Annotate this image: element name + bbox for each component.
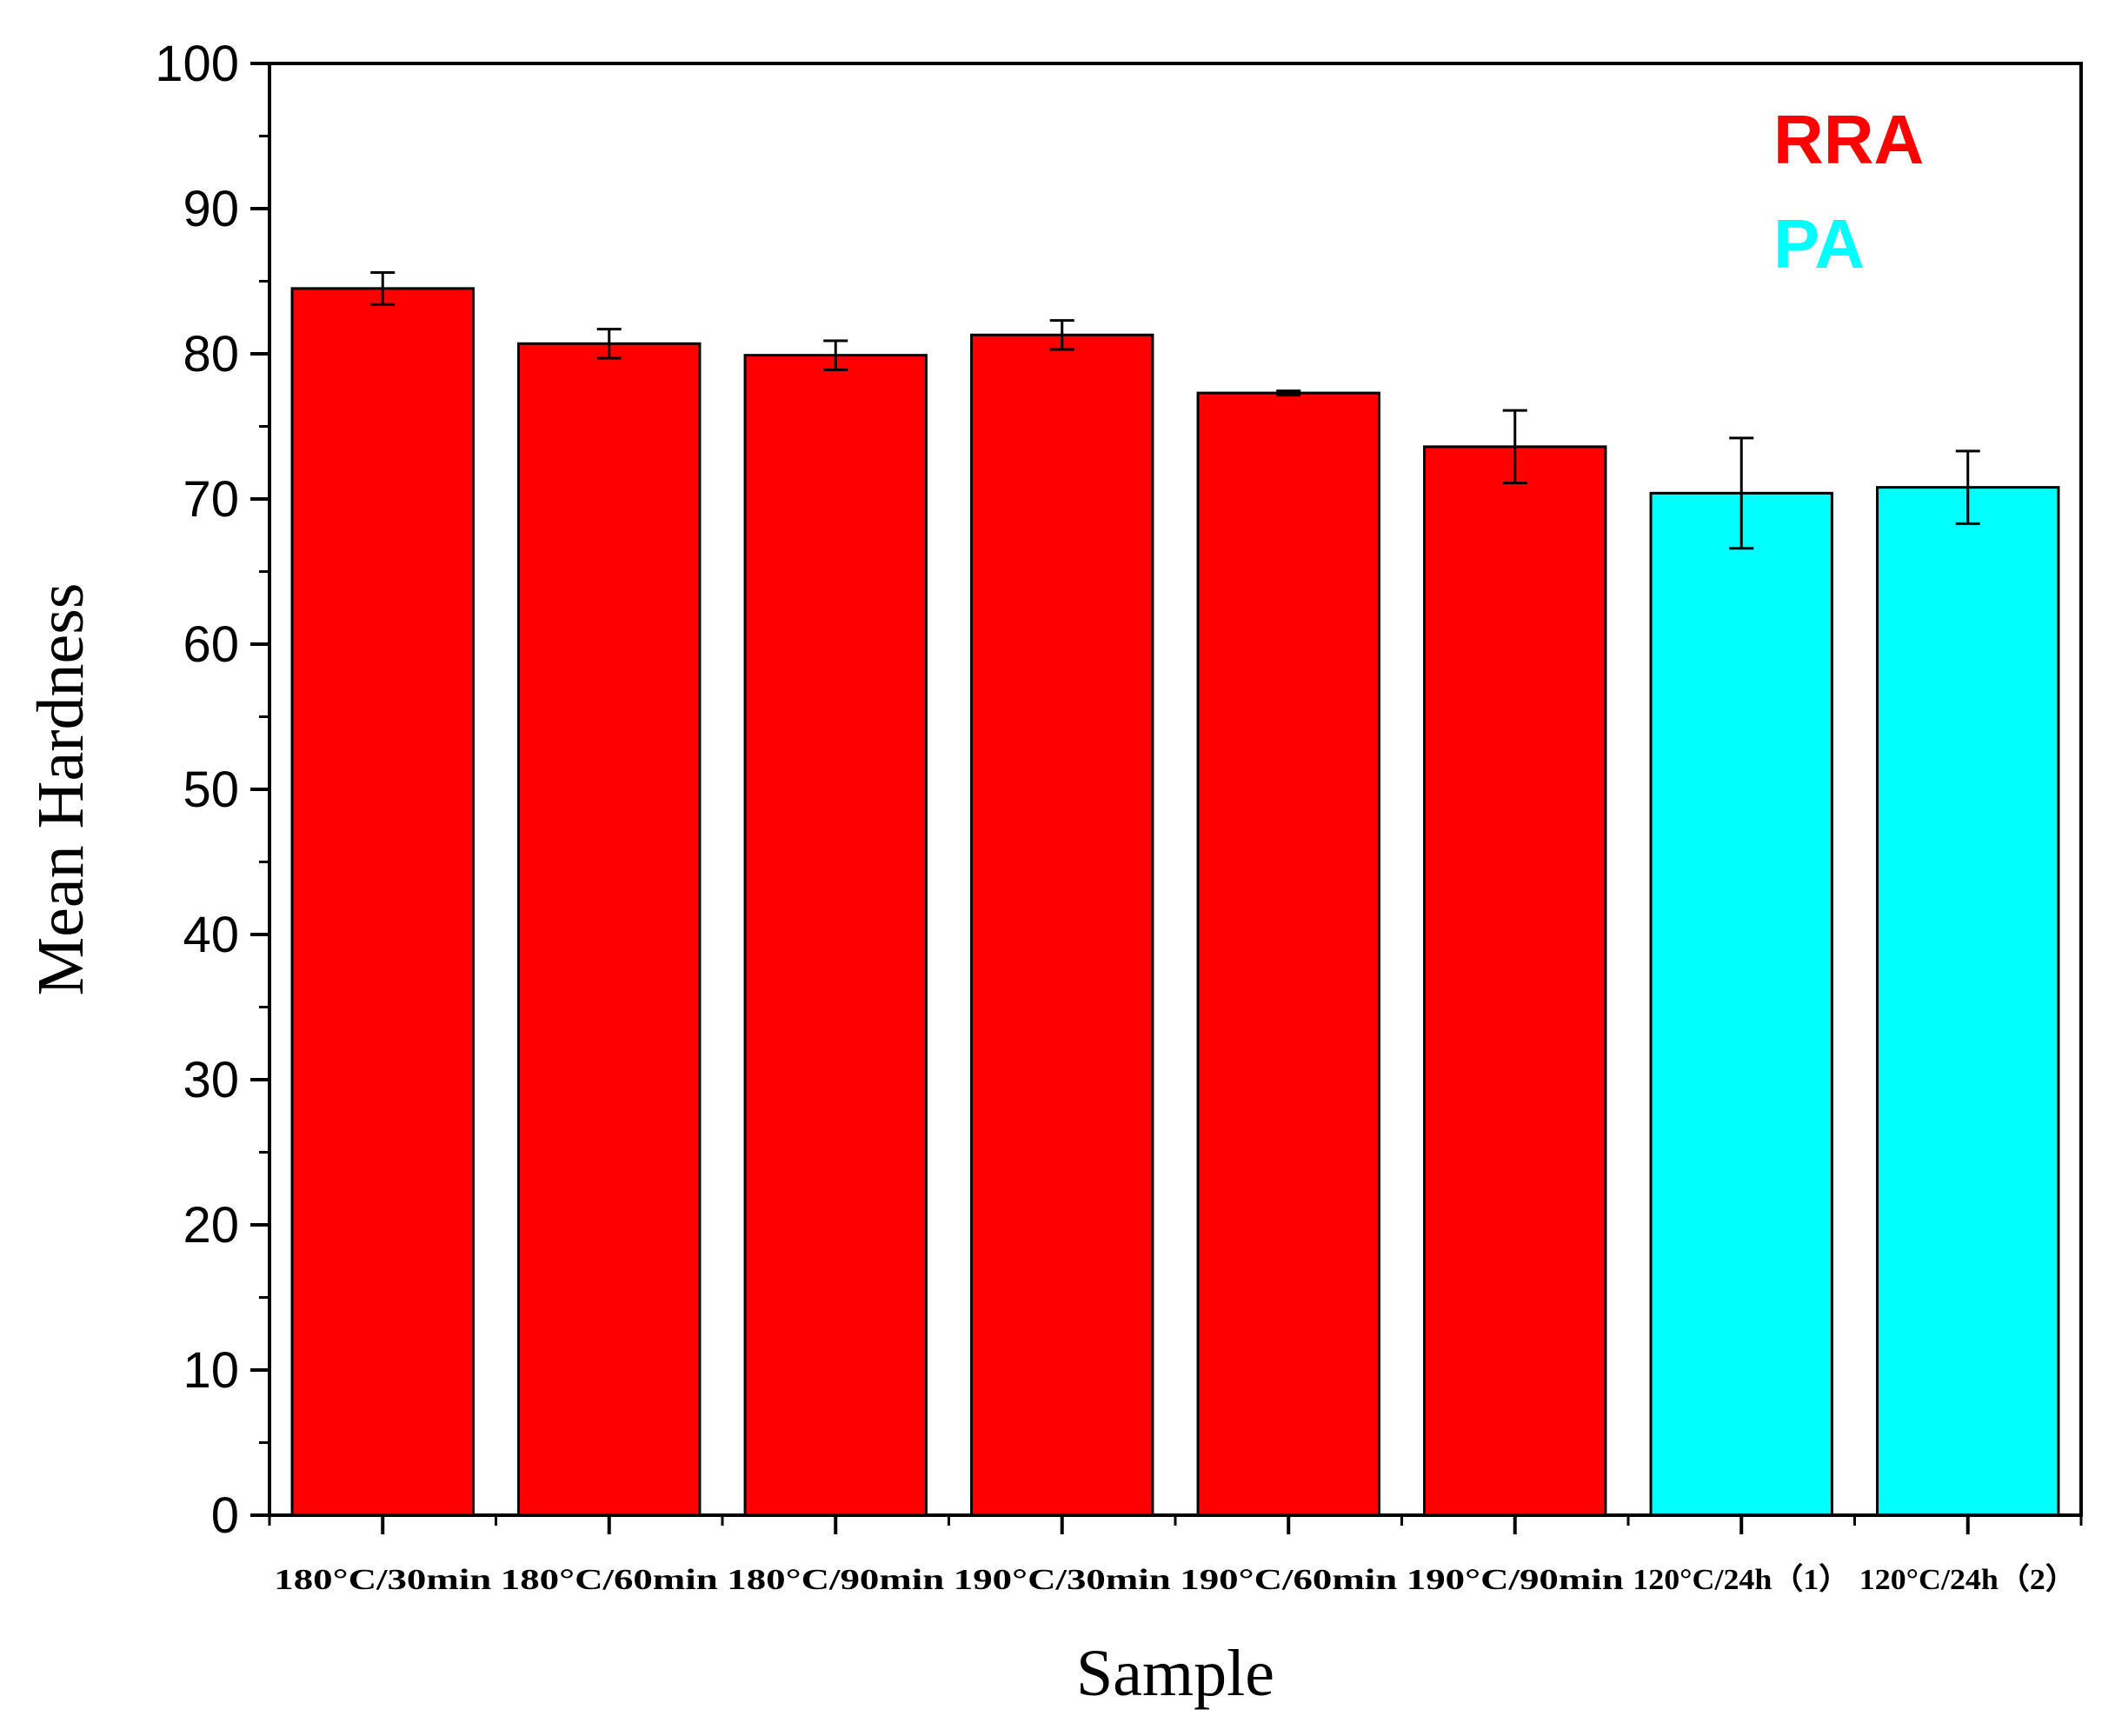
y-tick-label-60: 60 (183, 616, 239, 673)
x-tick-label-8: 120°C/24h（2） (1859, 1562, 2077, 1596)
x-tick-label-7: 120°C/24h（1） (1633, 1562, 1850, 1596)
legend-label-rra: RRA (1773, 101, 1924, 178)
bars-group (290, 287, 2060, 1517)
y-axis: 0 10 20 30 40 50 60 70 80 90 100 (155, 36, 269, 1544)
legend: RRA PA (1773, 101, 1924, 283)
x-axis: 180°C/30min 180°C/60min 180°C/90min 190°C/3… (268, 1515, 2083, 1596)
x-tick-label-3: 180°C/90min (727, 1564, 944, 1596)
y-axis-title: Mean Hardness (24, 583, 97, 996)
y-tick-label-40: 40 (183, 907, 239, 963)
bar-5 (1196, 391, 1380, 1517)
x-tick-label-6: 190°C/90min (1407, 1564, 1624, 1596)
x-tick-label-4: 190°C/30min (954, 1564, 1171, 1596)
x-tick-label-5: 190°C/60min (1180, 1564, 1397, 1596)
y-tick-label-10: 10 (183, 1342, 239, 1399)
error-bars-group (370, 270, 1980, 550)
bar-2 (517, 342, 702, 1517)
x-tick-label-1: 180°C/30min (274, 1564, 491, 1596)
bar-6 (1423, 445, 1607, 1517)
legend-label-pa: PA (1773, 205, 1865, 283)
bar-3 (743, 354, 928, 1517)
bar-8 (1876, 486, 2060, 1517)
bar-7 (1649, 491, 1833, 1517)
y-tick-label-50: 50 (183, 762, 239, 818)
y-tick-label-0: 0 (211, 1487, 239, 1544)
y-tick-label-30: 30 (183, 1052, 239, 1108)
y-tick-label-20: 20 (183, 1197, 239, 1254)
y-tick-label-100: 100 (155, 36, 239, 92)
bar-1 (290, 287, 475, 1517)
bar-4 (970, 333, 1154, 1517)
y-tick-label-90: 90 (183, 181, 239, 237)
x-axis-title: Sample (1076, 1637, 1274, 1710)
y-tick-label-80: 80 (183, 326, 239, 382)
x-tick-label-2: 180°C/60min (501, 1564, 718, 1596)
y-tick-label-70: 70 (183, 471, 239, 528)
